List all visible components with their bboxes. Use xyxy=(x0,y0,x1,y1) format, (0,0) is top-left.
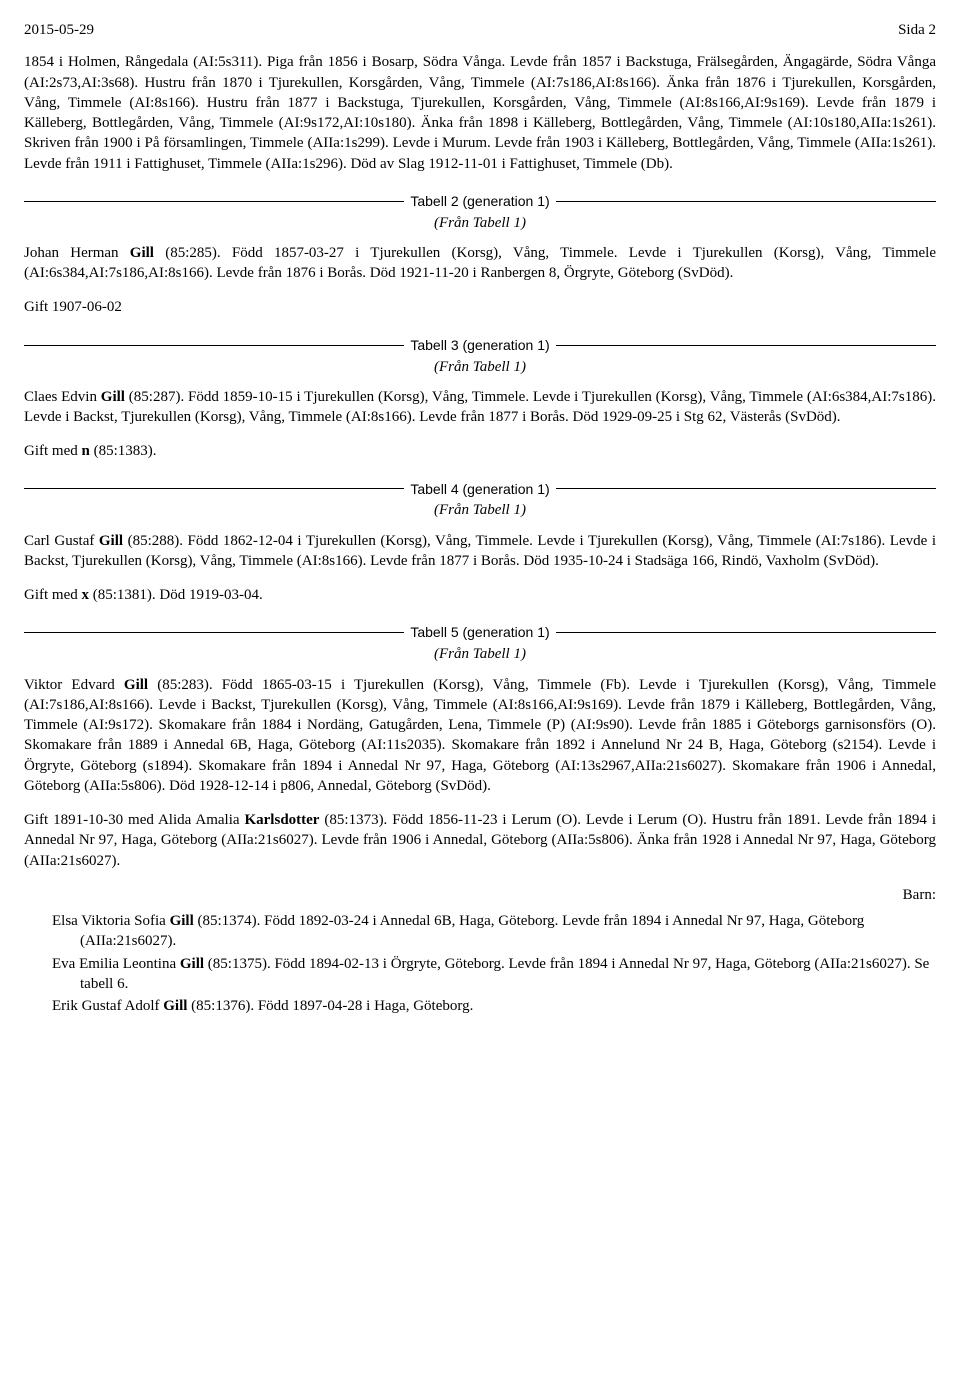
children-list: Elsa Viktoria Sofia Gill (85:1374). Född… xyxy=(24,911,936,1016)
gift-rest: (85:1383). xyxy=(90,443,157,459)
divider-line xyxy=(556,632,936,633)
section-title: Tabell 2 (generation 1) xyxy=(404,192,555,211)
children-label: Barn: xyxy=(24,885,936,905)
section-title: Tabell 5 (generation 1) xyxy=(404,623,555,642)
section-divider-tabell2: Tabell 2 (generation 1) xyxy=(24,192,936,211)
section-from: (Från Tabell 1) xyxy=(24,357,936,377)
child-rest: (85:1375). Född 1894-02-13 i Örgryte, Gö… xyxy=(80,956,929,992)
section-from: (Från Tabell 1) xyxy=(24,213,936,233)
child-item: Eva Emilia Leontina Gill (85:1375). Född… xyxy=(52,954,936,995)
gift-rest: (85:1381). Död 1919-03-04. xyxy=(89,587,263,603)
child-prefix: Eva Emilia Leontina xyxy=(52,956,180,972)
divider-line xyxy=(24,201,404,202)
gift-prefix: Gift med xyxy=(24,443,82,459)
divider-line xyxy=(556,345,936,346)
tabell5-p1: Viktor Edvard Gill (85:283). Född 1865-0… xyxy=(24,675,936,797)
child-surname: Gill xyxy=(163,998,187,1014)
child-prefix: Elsa Viktoria Sofia xyxy=(52,913,170,929)
name-rest: (85:285). Född 1857-03-27 i Tjurekullen … xyxy=(24,245,936,281)
name-prefix: Johan Herman xyxy=(24,245,130,261)
tabell2-p2: Gift 1907-06-02 xyxy=(24,297,936,317)
gift-prefix: Gift med xyxy=(24,587,82,603)
surname: Gill xyxy=(130,245,154,261)
spouse: n xyxy=(82,443,90,459)
section-divider-tabell3: Tabell 3 (generation 1) xyxy=(24,336,936,355)
section-divider-tabell4: Tabell 4 (generation 1) xyxy=(24,480,936,499)
divider-line xyxy=(24,345,404,346)
tabell3-p1: Claes Edvin Gill (85:287). Född 1859-10-… xyxy=(24,387,936,428)
child-surname: Gill xyxy=(170,913,194,929)
surname: Gill xyxy=(99,533,123,549)
section-title: Tabell 3 (generation 1) xyxy=(404,336,555,355)
divider-line xyxy=(24,632,404,633)
tabell2-p1: Johan Herman Gill (85:285). Född 1857-03… xyxy=(24,243,936,284)
divider-line xyxy=(556,201,936,202)
divider-line xyxy=(24,488,404,489)
child-prefix: Erik Gustaf Adolf xyxy=(52,998,163,1014)
tabell4-p2: Gift med x (85:1381). Död 1919-03-04. xyxy=(24,585,936,605)
child-item: Erik Gustaf Adolf Gill (85:1376). Född 1… xyxy=(52,996,936,1016)
spouse-surname: Karlsdotter xyxy=(244,812,319,828)
name-rest: (85:288). Född 1862-12-04 i Tjurekullen … xyxy=(24,533,936,569)
tabell4-p1: Carl Gustaf Gill (85:288). Född 1862-12-… xyxy=(24,531,936,572)
child-item: Elsa Viktoria Sofia Gill (85:1374). Född… xyxy=(52,911,936,952)
name-prefix: Carl Gustaf xyxy=(24,533,99,549)
section-from: (Från Tabell 1) xyxy=(24,644,936,664)
header-date: 2015-05-29 xyxy=(24,20,94,40)
spouse: x xyxy=(82,587,90,603)
name-prefix: Claes Edvin xyxy=(24,389,101,405)
section-divider-tabell5: Tabell 5 (generation 1) xyxy=(24,623,936,642)
name-rest: (85:283). Född 1865-03-15 i Tjurekullen … xyxy=(24,677,936,794)
child-surname: Gill xyxy=(180,956,204,972)
surname: Gill xyxy=(101,389,125,405)
name-prefix: Viktor Edvard xyxy=(24,677,124,693)
name-rest: (85:287). Född 1859-10-15 i Tjurekullen … xyxy=(24,389,936,425)
section-title: Tabell 4 (generation 1) xyxy=(404,480,555,499)
tabell3-p2: Gift med n (85:1383). xyxy=(24,441,936,461)
child-rest: (85:1376). Född 1897-04-28 i Haga, Göteb… xyxy=(187,998,473,1014)
page-header: 2015-05-29 Sida 2 xyxy=(24,20,936,40)
tabell5-p2: Gift 1891-10-30 med Alida Amalia Karlsdo… xyxy=(24,810,936,871)
surname: Gill xyxy=(124,677,148,693)
section-from: (Från Tabell 1) xyxy=(24,500,936,520)
intro-paragraph: 1854 i Holmen, Rångedala (AI:5s311). Pig… xyxy=(24,52,936,174)
divider-line xyxy=(556,488,936,489)
header-page: Sida 2 xyxy=(898,20,936,40)
gift-prefix: Gift 1891-10-30 med Alida Amalia xyxy=(24,812,244,828)
child-rest: (85:1374). Född 1892-03-24 i Annedal 6B,… xyxy=(80,913,864,949)
